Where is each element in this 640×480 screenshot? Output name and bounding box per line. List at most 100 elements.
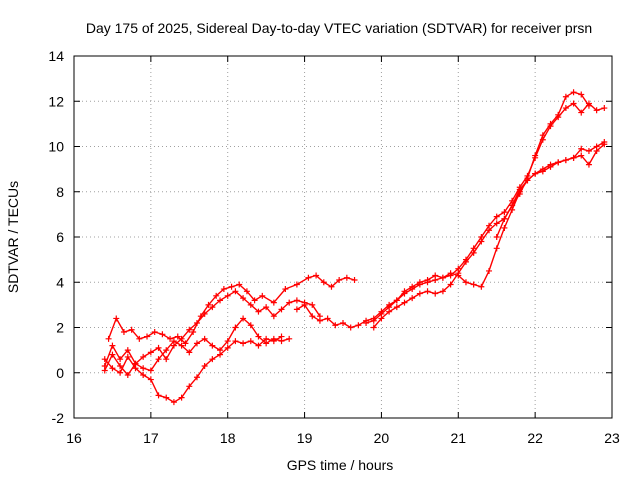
x-tick-label: 23	[604, 430, 620, 446]
data-point	[409, 283, 416, 290]
data-point	[532, 170, 539, 177]
data-point	[393, 297, 400, 304]
series-prn-a	[105, 272, 358, 347]
data-point	[278, 333, 285, 340]
data-point	[293, 306, 300, 313]
series-prn-d	[101, 333, 285, 406]
data-point	[501, 209, 508, 216]
data-point	[193, 374, 200, 381]
data-point	[347, 324, 354, 331]
data-point	[270, 338, 277, 345]
data-point	[109, 342, 116, 349]
data-point	[163, 356, 170, 363]
chart-title: Day 175 of 2025, Sidereal Day-to-day VTE…	[86, 20, 592, 36]
x-tick-label: 21	[450, 430, 466, 446]
data-point	[547, 163, 554, 170]
data-point	[593, 107, 600, 114]
data-point	[601, 138, 608, 145]
data-point	[320, 279, 327, 286]
data-point	[151, 329, 158, 336]
data-point	[232, 288, 239, 295]
data-point	[209, 356, 216, 363]
data-point	[163, 394, 170, 401]
data-point	[532, 152, 539, 159]
x-tick-label: 20	[374, 430, 390, 446]
data-point	[313, 272, 320, 279]
data-point	[478, 238, 485, 245]
series-line	[373, 141, 605, 328]
data-point	[105, 335, 112, 342]
data-point	[247, 301, 254, 308]
data-point	[416, 279, 423, 286]
y-axis-label: SDTVAR / TECUs	[5, 181, 21, 293]
data-point	[147, 349, 154, 356]
data-point	[439, 288, 446, 295]
data-point	[186, 326, 193, 333]
data-point	[370, 317, 377, 324]
data-point	[209, 304, 216, 311]
data-point	[578, 145, 585, 152]
data-point	[316, 317, 323, 324]
data-point	[263, 335, 270, 342]
data-point	[585, 161, 592, 168]
data-point	[424, 276, 431, 283]
data-point	[209, 342, 216, 349]
data-point	[170, 338, 177, 345]
data-point	[224, 338, 231, 345]
data-point	[259, 292, 266, 299]
data-point	[159, 331, 166, 338]
data-point	[328, 283, 335, 290]
data-point	[555, 111, 562, 118]
y-tick-label: 8	[56, 184, 64, 200]
data-point	[155, 392, 162, 399]
y-tick-label: 0	[56, 365, 64, 381]
y-axis-ticks: -2 0 2 4 6 8 10 12 14	[48, 48, 612, 426]
data-point	[220, 286, 227, 293]
data-point	[201, 362, 208, 369]
data-point	[124, 372, 131, 379]
data-point	[140, 365, 147, 372]
data-point	[501, 215, 508, 222]
data-point	[170, 399, 177, 406]
data-point	[182, 340, 189, 347]
data-point	[270, 299, 277, 306]
data-point	[301, 301, 308, 308]
data-point	[205, 301, 212, 308]
x-tick-label: 22	[527, 430, 543, 446]
data-point	[386, 308, 393, 315]
data-point	[439, 274, 446, 281]
data-point	[424, 288, 431, 295]
y-tick-label: 6	[56, 229, 64, 245]
y-tick-label: -2	[52, 410, 65, 426]
data-point	[486, 227, 493, 234]
data-point	[101, 356, 108, 363]
data-point	[147, 367, 154, 374]
data-point	[447, 281, 454, 288]
data-point	[293, 297, 300, 304]
y-tick-label: 10	[48, 139, 64, 155]
data-point	[286, 335, 293, 342]
data-point	[224, 344, 231, 351]
data-point	[378, 315, 385, 322]
data-point	[201, 335, 208, 342]
data-point	[163, 347, 170, 354]
series-prn-h	[493, 89, 592, 240]
data-point	[578, 152, 585, 159]
data-point	[174, 333, 181, 340]
series-layer	[101, 89, 608, 406]
data-point	[462, 258, 469, 265]
data-point	[278, 306, 285, 313]
data-point	[240, 315, 247, 322]
data-point	[132, 365, 139, 372]
x-tick-label: 17	[143, 430, 159, 446]
data-point	[593, 143, 600, 150]
data-point	[562, 105, 569, 112]
data-point	[147, 376, 154, 383]
data-point	[493, 234, 500, 240]
y-tick-label: 12	[48, 93, 64, 109]
data-point	[286, 299, 293, 306]
data-point	[247, 338, 254, 345]
data-point	[305, 274, 312, 281]
series-line	[296, 102, 605, 329]
data-point	[213, 292, 220, 299]
